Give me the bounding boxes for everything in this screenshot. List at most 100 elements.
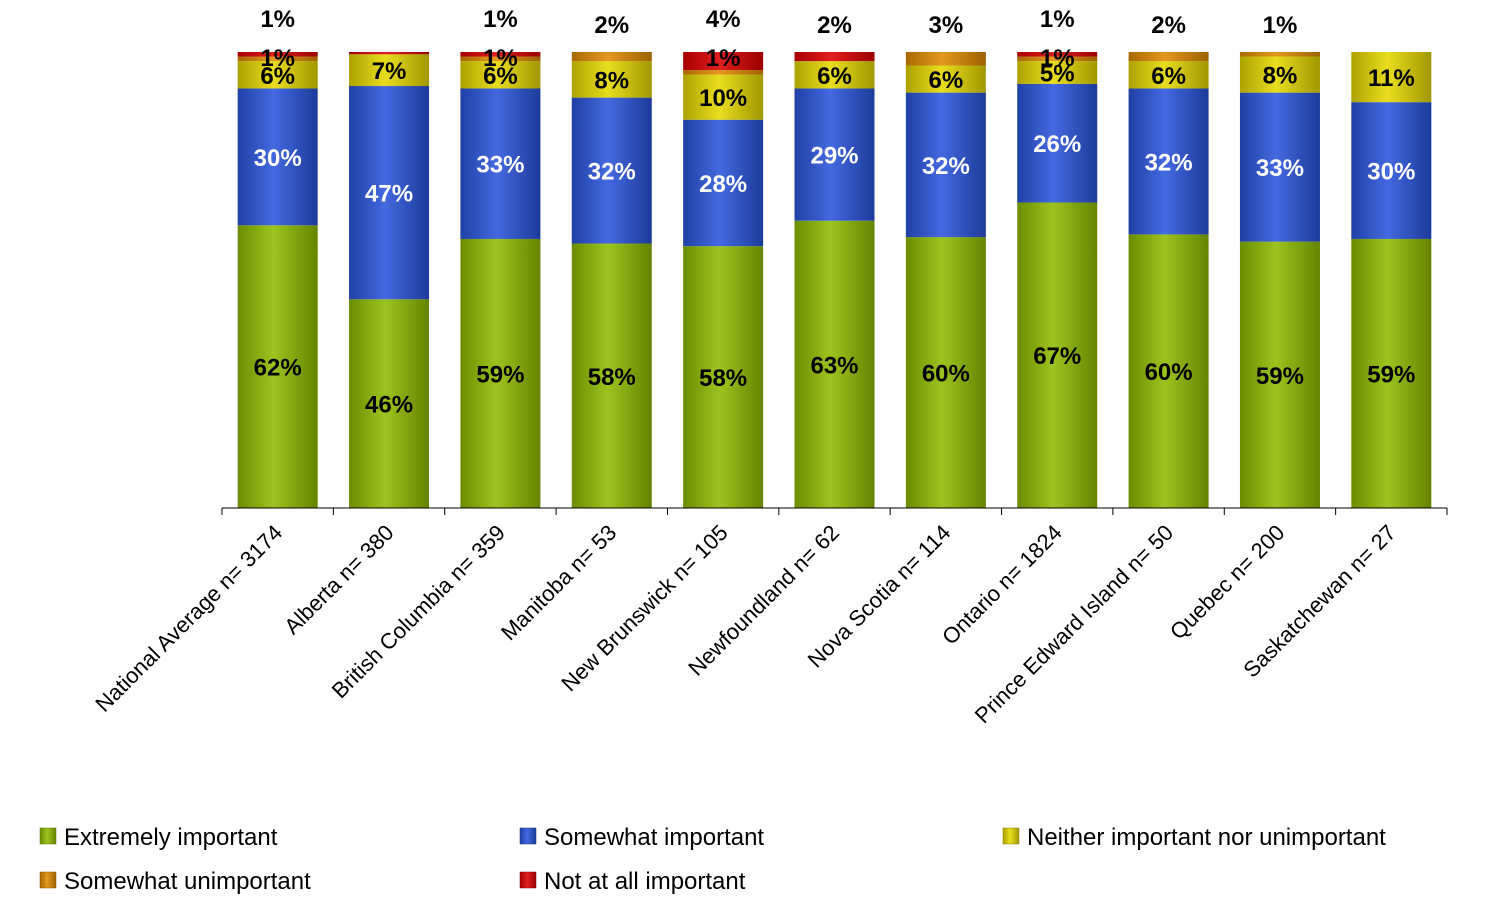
x-tick-label: Quebec n= 200 <box>1165 520 1290 645</box>
data-label: 30% <box>1367 159 1415 186</box>
x-tick-label: Prince Edward Island n= 50 <box>970 520 1178 728</box>
bar-5-1 <box>237 52 318 57</box>
bar-2-2 <box>349 86 430 300</box>
legend-swatch <box>39 827 57 845</box>
data-label: 58% <box>699 365 747 392</box>
data-label: 11% <box>1368 65 1415 92</box>
bar-4-10 <box>1239 52 1320 57</box>
bar-2-1 <box>237 88 318 226</box>
x-tick-label: Ontario n= 1824 <box>937 520 1067 650</box>
data-label: 6% <box>1151 63 1186 90</box>
bar-3-9 <box>1128 61 1209 89</box>
data-labels-layer: 62%30%6%1%1%46%47%7%59%33%6%1%1%58%32%8%… <box>254 6 1416 419</box>
x-tick-label: National Average n= 3174 <box>90 520 287 717</box>
data-label: 1% <box>260 6 295 33</box>
data-label: 3% <box>929 12 964 39</box>
bar-3-7 <box>905 65 986 93</box>
bar-1-8 <box>1017 202 1098 509</box>
bar-1-5 <box>683 246 764 508</box>
data-label: 59% <box>1256 363 1304 390</box>
bar-4-3 <box>460 56 541 62</box>
data-label: 1% <box>483 45 518 72</box>
bar-3-8 <box>1017 61 1098 84</box>
data-label: 60% <box>922 361 970 388</box>
data-label: 29% <box>810 143 858 170</box>
bar-1-9 <box>1128 234 1209 508</box>
data-label: 2% <box>594 12 629 39</box>
bar-5-6 <box>794 52 875 62</box>
data-label: 8% <box>1263 63 1298 90</box>
data-label: 6% <box>817 63 852 90</box>
data-label: 1% <box>706 45 741 72</box>
bar-5-8 <box>1017 52 1098 57</box>
bar-3-4 <box>571 61 652 98</box>
bar-4-5 <box>683 70 764 75</box>
legend: Extremely important Somewhat important Nei… <box>39 824 1386 895</box>
legend-swatch <box>519 827 537 845</box>
data-label: 2% <box>817 12 852 39</box>
data-label: 4% <box>706 6 741 33</box>
data-label: 2% <box>1151 12 1186 39</box>
data-label: 30% <box>254 145 302 172</box>
bar-2-9 <box>1128 88 1209 235</box>
data-label: 47% <box>365 181 413 208</box>
bar-5-5 <box>683 52 764 71</box>
data-label: 62% <box>254 355 302 382</box>
data-label: 1% <box>1040 45 1075 72</box>
bar-2-6 <box>794 88 875 221</box>
legend-swatch <box>39 871 57 889</box>
data-label: 1% <box>483 6 518 33</box>
bar-1-6 <box>794 220 875 508</box>
legend-swatch <box>1002 827 1020 845</box>
data-label: 6% <box>929 67 964 94</box>
data-label: 33% <box>1256 155 1304 182</box>
bar-1-3 <box>460 238 541 508</box>
bar-1-1 <box>237 225 318 508</box>
bar-1-4 <box>571 243 652 508</box>
data-label: 32% <box>922 153 970 180</box>
data-label: 26% <box>1033 131 1081 158</box>
data-label: 67% <box>1033 343 1081 370</box>
bar-2-3 <box>460 88 541 239</box>
bar-3-6 <box>794 61 875 89</box>
bar-2-11 <box>1351 102 1432 239</box>
data-label: 60% <box>1145 359 1193 386</box>
data-label: 63% <box>810 352 858 379</box>
bar-4-4 <box>571 52 652 62</box>
bar-1-10 <box>1239 241 1320 508</box>
bar-3-5 <box>683 74 764 120</box>
data-label: 33% <box>476 152 524 179</box>
data-label: 32% <box>1145 149 1193 176</box>
legend-label: Extremely important <box>64 824 278 851</box>
legend-label: Neither important nor unimportant <box>1027 824 1386 851</box>
bar-4-9 <box>1128 52 1209 62</box>
data-label: 46% <box>365 392 413 419</box>
data-label: 32% <box>588 159 636 186</box>
legend-label: Somewhat unimportant <box>64 868 311 895</box>
x-tick-label: Manitoba n= 53 <box>496 520 621 645</box>
data-label: 8% <box>594 67 629 94</box>
bar-2-5 <box>683 119 764 247</box>
bars-layer <box>237 52 1432 509</box>
data-label: 58% <box>588 364 636 391</box>
bar-3-10 <box>1239 56 1320 93</box>
data-label: 59% <box>476 361 524 388</box>
data-label: 28% <box>699 171 747 198</box>
x-tick-label: Alberta n= 380 <box>279 520 398 639</box>
data-label: 1% <box>1263 12 1298 39</box>
data-label: 5% <box>1040 61 1075 88</box>
bar-3-1 <box>237 61 318 89</box>
bar-2-10 <box>1239 92 1320 242</box>
bar-3-11 <box>1351 52 1432 103</box>
bar-2-7 <box>905 92 986 238</box>
data-label: 10% <box>699 85 747 112</box>
data-label: 59% <box>1367 361 1415 388</box>
bar-1-7 <box>905 237 986 508</box>
bar-3-3 <box>460 61 541 89</box>
data-label: 6% <box>260 63 295 90</box>
legend-swatch <box>519 871 537 889</box>
bar-4-1 <box>237 56 318 62</box>
legend-label: Not at all important <box>544 868 746 895</box>
